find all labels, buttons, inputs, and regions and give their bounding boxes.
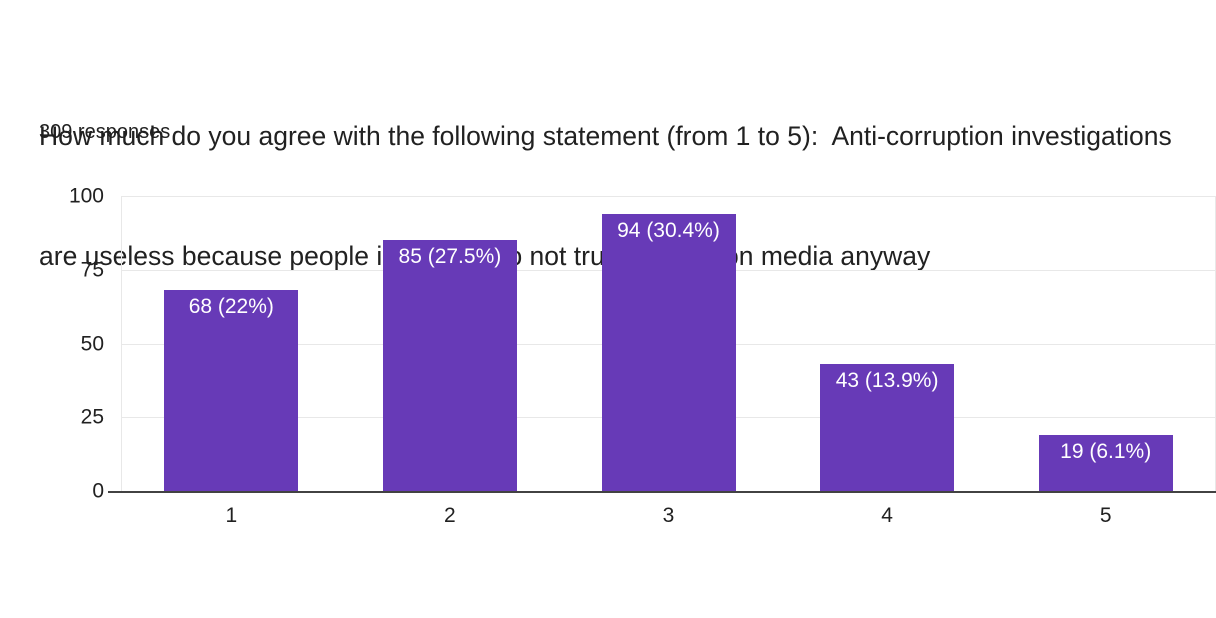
bar-rating-2: 85 (27.5%) xyxy=(382,240,517,491)
y-axis-tick-label: 25 xyxy=(80,405,104,429)
question-title: How much do you agree with the following… xyxy=(39,36,1172,356)
bar-rating-4: 43 (13.9%) xyxy=(820,364,955,491)
bar-value-label: 94 (30.4%) xyxy=(617,218,720,242)
response-count: 309 responses xyxy=(39,121,171,143)
x-axis-tick-label: 1 xyxy=(225,504,238,527)
question-title-line-1: How much do you agree with the following… xyxy=(39,121,1172,151)
bar-rating-1: 68 (22%) xyxy=(164,290,299,491)
y-axis-tick-label: 50 xyxy=(80,332,104,355)
y-axis-tick-label: 0 xyxy=(92,479,104,503)
bar-chart-plot-area: 0 25 50 75 100 68 (22%) 1 85 (27.5%) 2 94 (30.4%)… xyxy=(69,186,1216,527)
y-axis-tick-label: 75 xyxy=(80,258,104,282)
x-axis-tick-label: 3 xyxy=(662,504,675,527)
bar-value-label: 43 (13.9%) xyxy=(835,369,939,393)
bar-value-label: 85 (27.5%) xyxy=(398,245,502,269)
bar-value-label: 19 (6.1%) xyxy=(1060,439,1152,463)
bar-rating-5: 19 (6.1%) xyxy=(1038,434,1173,491)
bar-value-label: 68 (22%) xyxy=(188,295,274,319)
gridline-100 xyxy=(122,196,1215,197)
x-axis-tick-label: 5 xyxy=(1099,504,1112,527)
bar-rating-3: 94 (30.4%) xyxy=(601,213,736,491)
x-axis-tick-label: 2 xyxy=(444,504,456,527)
y-axis-tick-label: 100 xyxy=(68,184,104,208)
x-axis-tick-label: 4 xyxy=(881,504,893,527)
x-axis-line xyxy=(108,491,1216,493)
